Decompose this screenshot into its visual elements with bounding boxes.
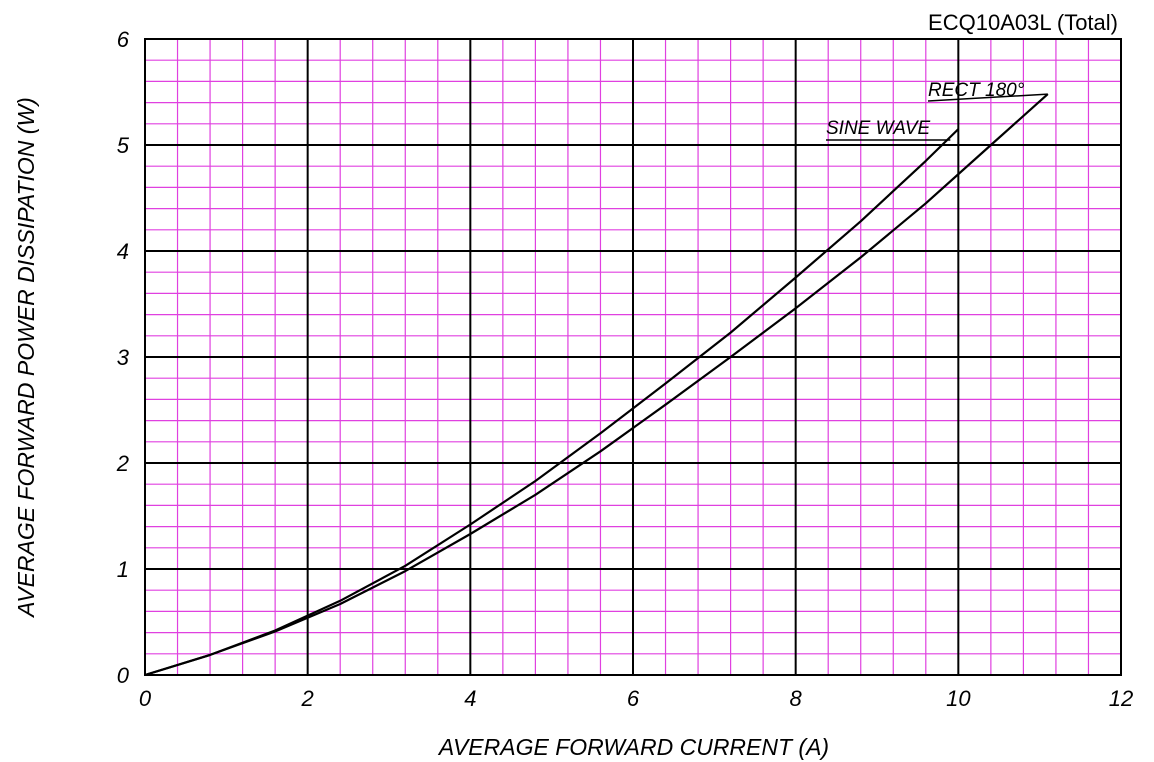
y-tick-label: 3 bbox=[117, 345, 130, 370]
series-layer bbox=[144, 93, 1049, 677]
x-tick-label: 6 bbox=[627, 686, 640, 711]
major-grid bbox=[145, 39, 1121, 675]
x-tick-label: 10 bbox=[946, 686, 971, 711]
x-tick-labels: 0 2 4 6 8 10 12 bbox=[139, 686, 1133, 711]
x-axis-label: AVERAGE FORWARD CURRENT (A) bbox=[437, 734, 829, 760]
y-tick-label: 6 bbox=[117, 27, 130, 52]
y-axis-label: AVERAGE FORWARD POWER DISSIPATION (W) bbox=[13, 97, 39, 619]
x-tick-label: 2 bbox=[301, 686, 314, 711]
x-tick-label: 4 bbox=[464, 686, 476, 711]
y-tick-label: 0 bbox=[117, 663, 130, 688]
series-line-sine-wave bbox=[144, 128, 960, 677]
x-tick-label: 8 bbox=[790, 686, 803, 711]
y-tick-label: 2 bbox=[116, 451, 129, 476]
series-label-sine-wave: SINE WAVE bbox=[826, 118, 931, 139]
x-tick-label: 0 bbox=[139, 686, 152, 711]
y-tick-label: 1 bbox=[117, 557, 129, 582]
y-tick-label: 5 bbox=[117, 133, 130, 158]
y-tick-label: 4 bbox=[117, 239, 129, 264]
plot-frame bbox=[144, 38, 1122, 676]
y-tick-labels: 0 1 2 3 4 5 6 bbox=[116, 27, 130, 688]
series-label-rect-180: RECT 180° bbox=[928, 80, 1025, 101]
chart-title: ECQ10A03L (Total) bbox=[928, 10, 1118, 35]
series-line-rect-180 bbox=[144, 93, 1049, 677]
x-tick-label: 12 bbox=[1109, 686, 1133, 711]
rect-180-leader bbox=[927, 93, 1048, 102]
